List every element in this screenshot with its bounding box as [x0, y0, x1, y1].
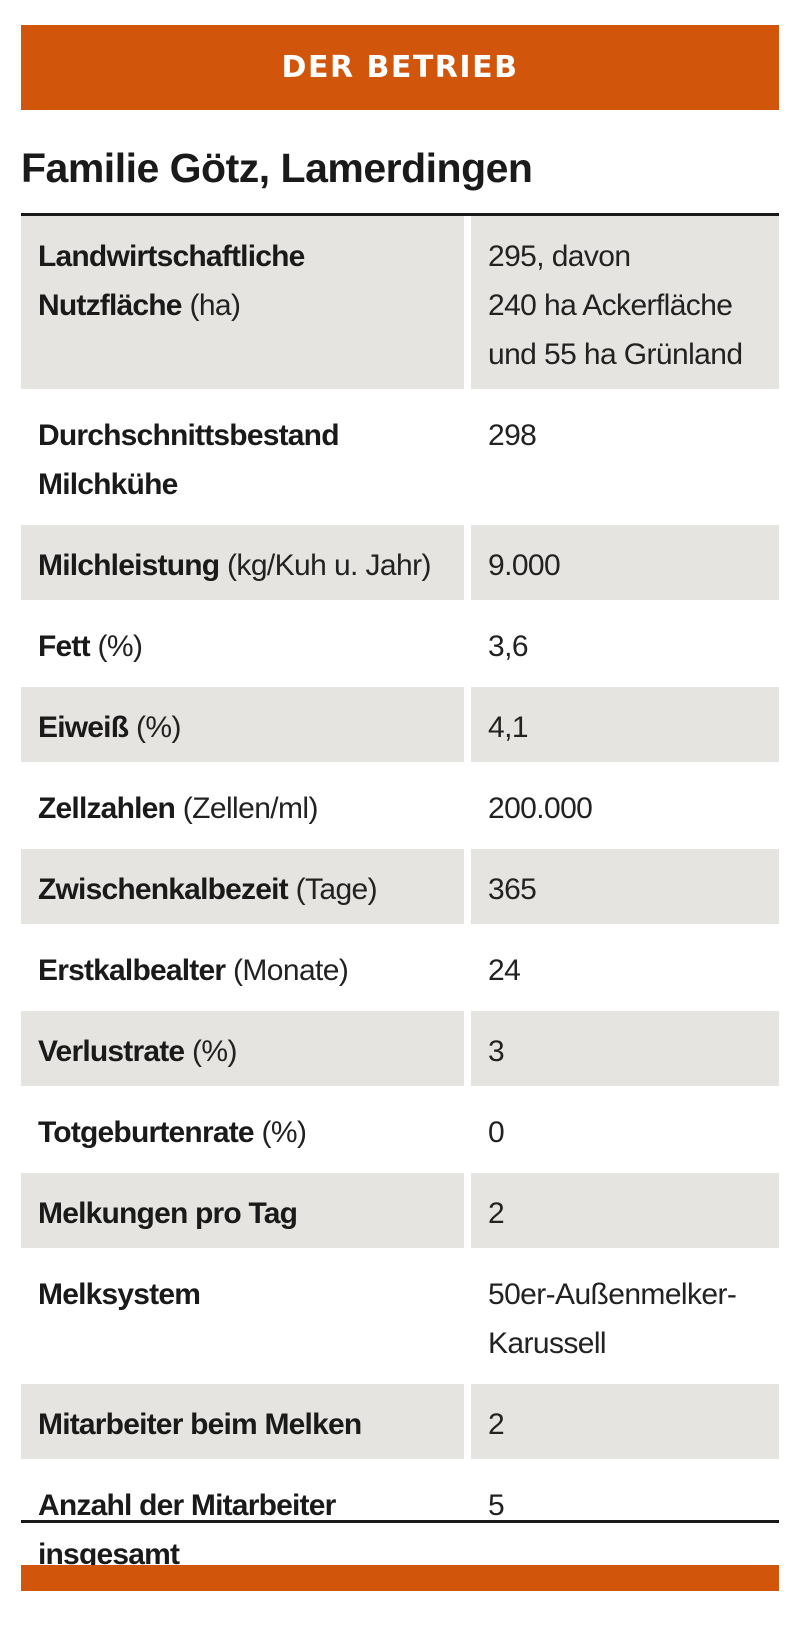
row-label-cell: Durchschnittsbestand Milchkühe	[21, 395, 464, 519]
table-row: Zellzahlen (Zellen/ml) 200.000	[21, 762, 779, 843]
row-value-cell: 365	[471, 849, 779, 924]
row-value: 0	[488, 1116, 505, 1149]
row-value-cell: 2	[471, 1384, 779, 1459]
farm-facts-table: Landwirtschaftliche Nutzfläche (ha) 295, d…	[21, 216, 779, 1589]
row-label: Mitarbeiter beim Melken	[38, 1408, 362, 1441]
row-label-cell: Zellzahlen (Zellen/ml)	[21, 768, 464, 843]
row-value-cell: 5	[471, 1465, 779, 1589]
row-value: 24	[488, 954, 521, 987]
row-unit: (%)	[135, 711, 181, 744]
row-label-cell: Melksystem	[21, 1254, 464, 1378]
row-unit: (Monate)	[233, 954, 349, 987]
table-row: Fett (%) 3,6	[21, 600, 779, 681]
row-value: 298	[488, 419, 537, 452]
bottom-divider	[21, 1520, 779, 1523]
row-value: Karussell	[488, 1327, 607, 1360]
row-label-cell: Milchleistung (kg/Kuh u. Jahr)	[21, 525, 464, 600]
row-value-cell: 2	[471, 1173, 779, 1248]
row-unit: (kg/Kuh u. Jahr)	[227, 549, 431, 582]
row-value-cell: 4,1	[471, 687, 779, 762]
row-value: 4,1	[488, 711, 529, 744]
row-value: 2	[488, 1408, 505, 1441]
row-label: Anzahl der Mitarbeiter	[38, 1489, 336, 1522]
row-value: 3,6	[488, 630, 529, 663]
footer-accent-bar	[21, 1565, 779, 1591]
table-row: Durchschnittsbestand Milchkühe 298	[21, 389, 779, 519]
row-value: 9.000	[488, 549, 561, 582]
row-value-cell: 200.000	[471, 768, 779, 843]
row-value-cell: 0	[471, 1092, 779, 1167]
row-label-cell: Verlustrate (%)	[21, 1011, 464, 1086]
row-value-cell: 3	[471, 1011, 779, 1086]
row-label: Verlustrate	[38, 1035, 185, 1068]
table-row: Landwirtschaftliche Nutzfläche (ha) 295, d…	[21, 216, 779, 389]
row-label-cell: Zwischenkalbezeit (Tage)	[21, 849, 464, 924]
row-value: 5	[488, 1489, 505, 1522]
row-label-cell: Erstkalbealter (Monate)	[21, 930, 464, 1005]
row-value: 50er-Außenmelker-	[488, 1278, 737, 1311]
row-label: Fett	[38, 630, 91, 663]
row-label: Milchleistung	[38, 549, 220, 582]
table-row: Melksystem 50er-Außenmelker- Karussell	[21, 1248, 779, 1378]
row-value-cell: 9.000	[471, 525, 779, 600]
row-label: Erstkalbealter	[38, 954, 226, 987]
row-label: Zellzahlen	[38, 792, 176, 825]
section-header-label: DER BETRIEB	[281, 50, 519, 85]
row-value-cell: 295, davon 240 ha Ackerfläche und 55 ha Gr…	[471, 216, 779, 389]
row-label-cell: Landwirtschaftliche Nutzfläche (ha)	[21, 216, 464, 389]
row-label-cell: Melkungen pro Tag	[21, 1173, 464, 1248]
table-row: Totgeburtenrate (%) 0	[21, 1086, 779, 1167]
top-divider	[21, 213, 779, 216]
row-unit: (%)	[97, 630, 143, 663]
row-unit: (%)	[192, 1035, 237, 1068]
row-label: Totgeburtenrate	[38, 1116, 255, 1149]
row-label: Melksystem	[38, 1278, 201, 1311]
table-row: Mitarbeiter beim Melken 2	[21, 1378, 779, 1459]
row-label-cell: Totgeburtenrate (%)	[21, 1092, 464, 1167]
row-label: Zwischenkalbezeit	[38, 873, 289, 906]
row-label-cell: Eiweiß (%)	[21, 687, 464, 762]
row-value-cell: 298	[471, 395, 779, 519]
row-label: Eiweiß	[38, 711, 129, 744]
row-value: und 55 ha Grünland	[488, 338, 743, 371]
table-row: Milchleistung (kg/Kuh u. Jahr) 9.000	[21, 519, 779, 600]
row-value-cell: 3,6	[471, 606, 779, 681]
row-value-cell: 50er-Außenmelker- Karussell	[471, 1254, 779, 1378]
row-label: Milchkühe	[38, 468, 178, 501]
row-value: 295, davon	[488, 240, 631, 273]
row-value: 365	[488, 873, 537, 906]
row-unit: (ha)	[189, 289, 241, 322]
row-label: Nutzfläche	[38, 289, 182, 322]
row-value: 240 ha Ackerfläche	[488, 289, 733, 322]
section-header-bar: DER BETRIEB	[21, 25, 779, 110]
row-value: 200.000	[488, 792, 593, 825]
row-label: Landwirtschaftliche	[38, 240, 305, 273]
table-row: Eiweiß (%) 4,1	[21, 681, 779, 762]
row-value: 2	[488, 1197, 505, 1230]
row-label-cell: Mitarbeiter beim Melken	[21, 1384, 464, 1459]
row-unit: (%)	[261, 1116, 307, 1149]
table-row: Zwischenkalbezeit (Tage) 365	[21, 843, 779, 924]
row-label: Durchschnittsbestand	[38, 419, 340, 452]
table-row: Melkungen pro Tag 2	[21, 1167, 779, 1248]
row-value: 3	[488, 1035, 505, 1068]
row-unit: (Zellen/ml)	[182, 792, 319, 825]
row-value-cell: 24	[471, 930, 779, 1005]
table-row: Erstkalbealter (Monate) 24	[21, 924, 779, 1005]
row-label-cell: Fett (%)	[21, 606, 464, 681]
row-unit: (Tage)	[295, 873, 378, 906]
table-row: Verlustrate (%) 3	[21, 1005, 779, 1086]
page-title: Familie Götz, Lamerdingen	[21, 145, 533, 191]
row-label: Melkungen pro Tag	[38, 1197, 298, 1230]
